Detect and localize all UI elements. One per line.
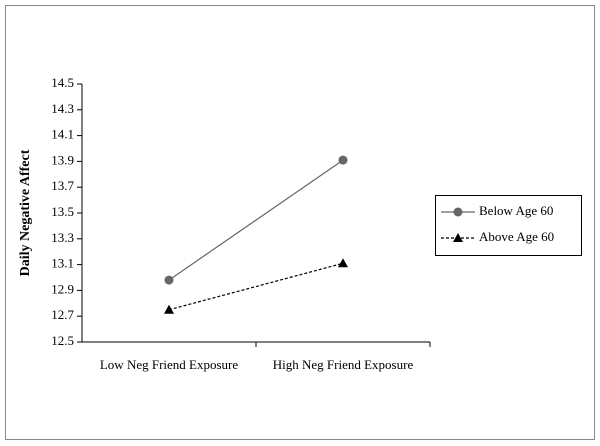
y-tick-label: 14.3 — [51, 101, 74, 116]
y-tick-label: 13.1 — [51, 256, 74, 271]
y-tick-label: 13.5 — [51, 204, 74, 219]
y-tick-label: 12.7 — [51, 307, 74, 322]
marker — [164, 275, 174, 285]
x-tick-label: High Neg Friend Exposure — [273, 357, 414, 372]
series-line — [168, 159, 344, 281]
marker — [338, 258, 348, 268]
marker — [164, 304, 174, 314]
y-axis-label: Daily Negative Affect — [18, 149, 33, 276]
y-tick-label: 12.9 — [51, 281, 74, 296]
marker — [453, 207, 463, 217]
y-tick-label: 13.3 — [51, 230, 74, 245]
legend-box — [435, 195, 582, 256]
legend-label: Above Age 60 — [479, 229, 554, 244]
legend-label: Below Age 60 — [479, 203, 553, 218]
x-tick-label: Low Neg Friend Exposure — [100, 357, 239, 372]
series-line — [168, 262, 344, 311]
marker — [453, 233, 463, 242]
y-tick-label: 13.9 — [51, 152, 74, 167]
y-tick-label: 14.5 — [51, 75, 74, 90]
y-tick-label: 12.5 — [51, 333, 74, 348]
marker — [338, 155, 348, 165]
y-tick-label: 14.1 — [51, 127, 74, 142]
y-tick-label: 13.7 — [51, 178, 74, 193]
